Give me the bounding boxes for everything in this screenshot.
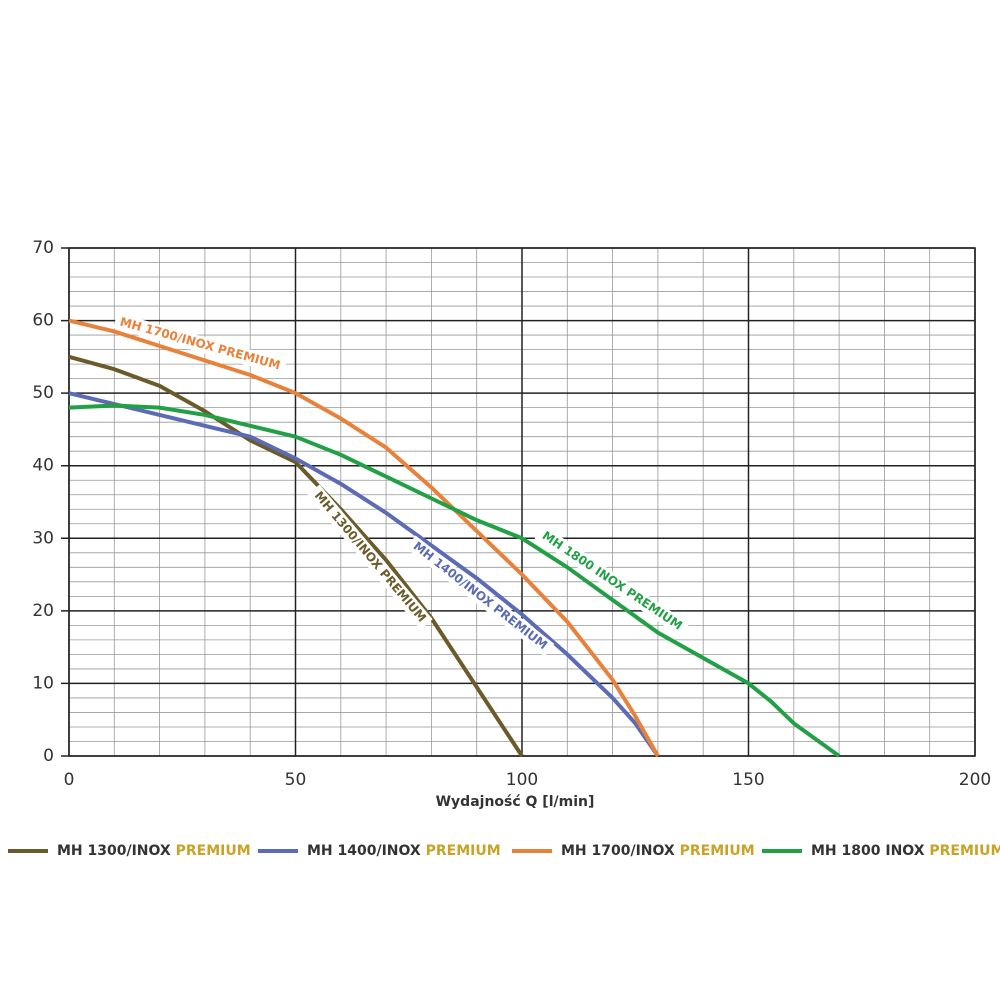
legend-label: MH 1300/INOX PREMIUM bbox=[57, 843, 251, 859]
annotation-bg bbox=[113, 312, 287, 376]
y-tick-label: 20 bbox=[32, 601, 54, 621]
y-tick-label: 50 bbox=[32, 383, 54, 403]
y-tick-label: 40 bbox=[32, 456, 54, 476]
x-tick-label: 100 bbox=[506, 770, 538, 790]
x-tick-label: 150 bbox=[732, 770, 764, 790]
x-axis-label: Wydajność Q [l/min] bbox=[436, 794, 595, 810]
x-tick-label: 0 bbox=[64, 770, 75, 790]
y-tick-label: 30 bbox=[32, 528, 54, 548]
x-tick-label: 50 bbox=[285, 770, 307, 790]
y-tick-label: 70 bbox=[32, 238, 54, 258]
y-tick-label: 60 bbox=[32, 311, 54, 331]
annotation-bg bbox=[307, 484, 433, 630]
legend-label: MH 1700/INOX PREMIUM bbox=[561, 843, 755, 859]
line bbox=[68, 403, 841, 758]
y-tick-label: 10 bbox=[32, 673, 54, 693]
line bbox=[68, 318, 660, 757]
legend-label: MH 1400/INOX PREMIUM bbox=[307, 843, 501, 859]
x-tick-label: 200 bbox=[959, 770, 991, 790]
line bbox=[68, 391, 660, 758]
y-tick-label: 0 bbox=[43, 746, 54, 766]
annotation-bg bbox=[534, 525, 690, 637]
legend-label: MH 1800 INOX PREMIUM bbox=[811, 843, 1000, 859]
annotation-bg bbox=[405, 535, 555, 657]
line bbox=[68, 354, 524, 758]
